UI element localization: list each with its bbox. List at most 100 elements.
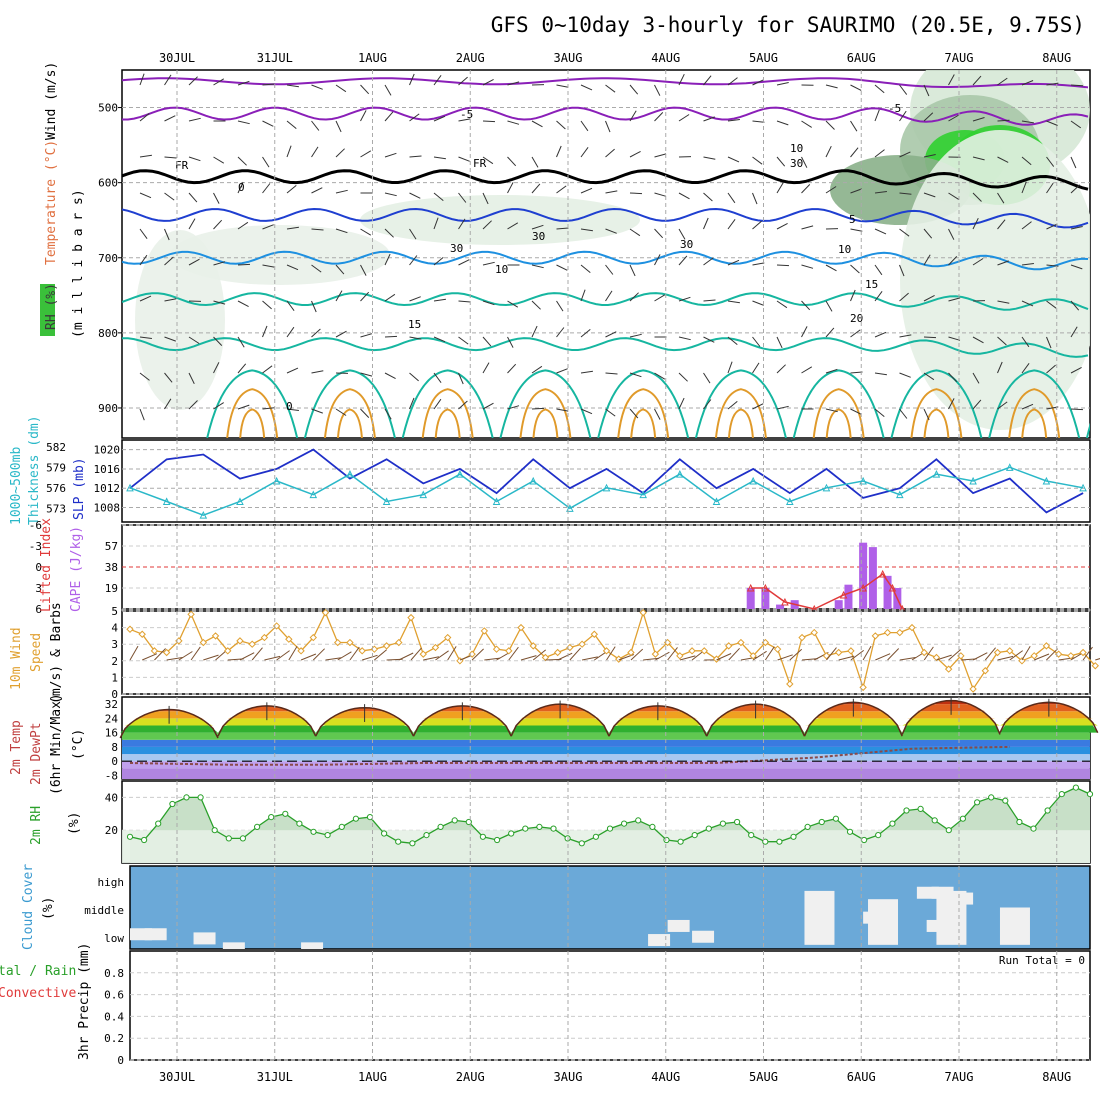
temp-mountain-8-7: [902, 718, 1000, 726]
slp-label: SLP (mb): [72, 457, 87, 520]
wind10-barb-60: [862, 645, 872, 661]
barb-1-11: [409, 113, 420, 122]
barb-1-19: [605, 120, 611, 133]
wind10-barb-0: [129, 645, 139, 661]
wind-marker-47: [700, 647, 708, 655]
barb-5-24: [727, 259, 740, 266]
barb-3-25: [752, 192, 758, 205]
barb-0-4: [237, 80, 250, 86]
barb-7-12: [433, 336, 446, 343]
barb-1-10: [384, 111, 394, 122]
rh-marker-40: [691, 832, 698, 839]
thickness-marker-26: [1079, 483, 1087, 492]
cape-bar-5: [844, 584, 853, 609]
bottom-date-5AUG: 5AUG: [749, 1070, 778, 1084]
barb-8-26: [776, 364, 786, 374]
barb-8-19: [605, 372, 618, 375]
rh-marker-47: [790, 833, 797, 840]
barb-1-12: [433, 115, 446, 122]
barb-2-9: [360, 150, 372, 158]
barb-1-5: [262, 120, 274, 127]
wind-marker-45: [676, 652, 684, 660]
bottom-date-3AUG: 3AUG: [554, 1070, 583, 1084]
wind10-barb-58: [838, 655, 855, 661]
barb-5-17: [556, 264, 568, 271]
temp-mountain-8-6: [902, 725, 1000, 733]
rh-marker-19: [395, 838, 402, 845]
cloud-cover-panel: high middle low Cloud Cover (%): [21, 864, 1091, 950]
thickness-marker-4: [272, 476, 281, 485]
wind-speed-barbs: 0 1 2 3 4 5: [111, 605, 1100, 701]
barb-1-27: [801, 120, 812, 128]
thickness-marker-2: [199, 511, 208, 519]
barb-4-30: [874, 228, 887, 235]
contour-label-15: 10: [790, 142, 803, 155]
wind-marker-15: [309, 633, 317, 642]
temp-mountain-1-6: [217, 725, 316, 733]
precip-tick-0.8: 0.8: [104, 967, 124, 980]
wind-marker-29: [480, 627, 489, 635]
barb-7-7: [311, 328, 321, 338]
wind10-barb-62: [887, 648, 900, 661]
wind10-barb-55: [801, 658, 819, 661]
barb-7-27: [801, 326, 808, 338]
wind-marker-77: [1067, 652, 1075, 660]
lowlevel-teal-6: [792, 369, 885, 438]
wind10-barb-29: [484, 657, 501, 661]
temp-label-c: (6hr Min/Max): [49, 693, 64, 795]
barb-3-15: [507, 182, 514, 194]
barb-4-36: [1021, 221, 1032, 230]
barb-5-14: [482, 261, 495, 266]
slp-tick-1008: 1008: [94, 502, 121, 515]
barb-6-19: [605, 290, 613, 302]
barb-3-37: [1046, 182, 1054, 194]
barb-0-3: [213, 78, 225, 86]
thickness-marker-19: [822, 483, 831, 492]
rh-marker-6: [211, 827, 218, 834]
rh-shade-6: [360, 195, 640, 245]
thickness-marker-6: [346, 470, 354, 478]
barb-2-34: [972, 156, 985, 161]
barb-1-32: [923, 112, 934, 122]
barb-9-35: [997, 401, 1008, 410]
pressure-tick-800: 800: [98, 327, 118, 340]
rh-marker-30: [550, 825, 557, 832]
wind10-barb-67: [948, 649, 962, 661]
precip-tick-0: 0: [117, 1054, 124, 1067]
barb-5-26: [776, 264, 790, 267]
top-date-3AUG: 3AUG: [554, 51, 583, 65]
wind-marker-24: [419, 650, 427, 658]
barb-6-39: [1096, 301, 1100, 312]
upper-rh-label: RH (%): [44, 283, 59, 330]
lowlevel-orange-3: [519, 388, 572, 438]
lowlevel-orange-8: [1008, 388, 1061, 438]
wind-tick-0: 0: [111, 688, 118, 701]
barb-7-39: [1096, 328, 1100, 337]
barb-8-23: [703, 372, 711, 384]
barb-0-39: [1096, 85, 1100, 89]
barb-3-8: [335, 189, 348, 194]
barb-5-11: [409, 255, 418, 266]
barb-4-14: [482, 220, 492, 230]
wind-marker-0: [126, 625, 134, 633]
rh2-label-a: 2m RH: [29, 806, 44, 845]
barb-1-14: [482, 120, 496, 123]
thickness-label-a: 1000~500mb: [9, 447, 24, 525]
barb-4-2: [188, 218, 196, 230]
wind10-barb-73: [1021, 646, 1031, 661]
isotherm--5: [122, 106, 1089, 126]
barb-8-17: [556, 368, 568, 374]
barb-9-4: [237, 404, 250, 410]
barb-5-9: [360, 264, 367, 276]
run-total-text: Run Total = 0: [999, 954, 1085, 967]
barb-7-26: [776, 336, 783, 349]
barb-4-27: [801, 225, 814, 230]
rh-shade-7: [170, 225, 390, 285]
cape-li-panel: 6 3 0 -3 -6 19 38 57 Lifted Index CAPE (J/kg): [29, 518, 1091, 616]
li-marker-2: [781, 597, 789, 606]
wind10-barb-63: [899, 657, 916, 661]
barb-8-16: [531, 365, 543, 374]
lowlevel-orange2-6: [825, 408, 852, 438]
wind10m-panel: 0 1 2 3 4 5 10m Wind Speed (m/s) & Barbs: [9, 602, 1100, 704]
barb-2-13: [458, 156, 470, 162]
